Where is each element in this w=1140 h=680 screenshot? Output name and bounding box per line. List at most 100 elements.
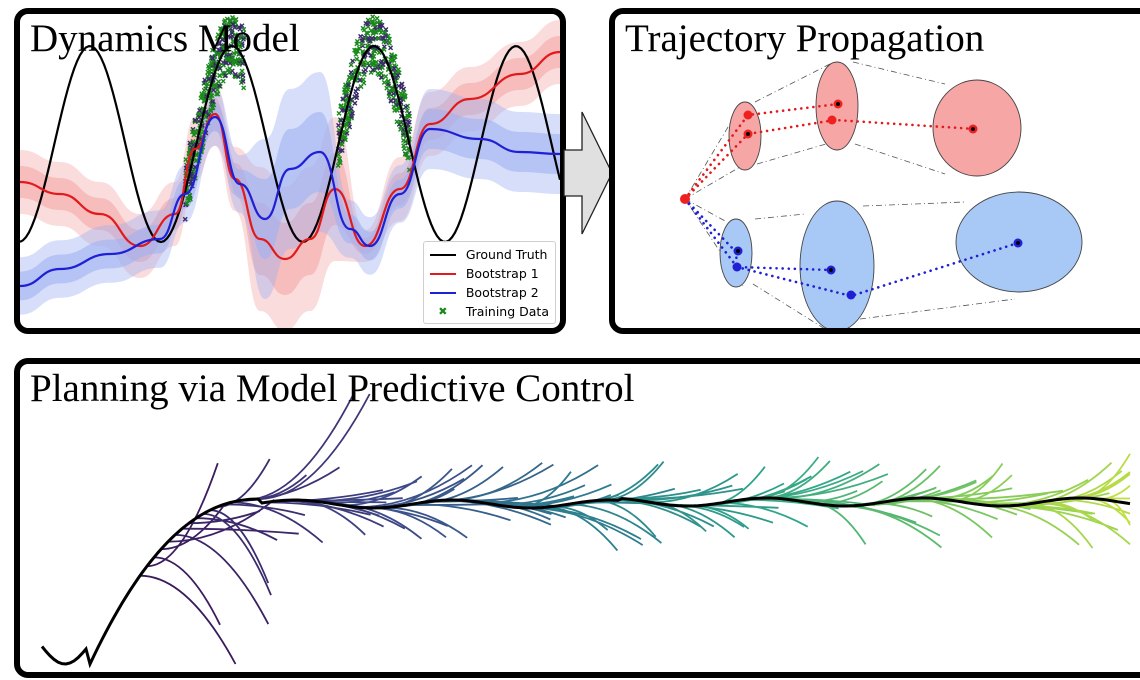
training-data-marker: [219, 31, 225, 37]
training-data-marker: [232, 32, 238, 38]
training-data-marker: [217, 72, 223, 78]
mpc-rollout-branches: [139, 393, 1131, 665]
training-data-marker: [205, 69, 211, 75]
training-data-marker: [210, 56, 216, 62]
envelope-lines: [684, 61, 1016, 328]
training-data-marker: [387, 40, 393, 46]
training-data-marker: [241, 85, 247, 91]
blue-particles: [732, 238, 1023, 300]
mpc-rollout-branch: [153, 556, 221, 626]
planning-mpc-panel: Planning via Model Predictive Control: [14, 358, 1140, 678]
training-data-marker: [196, 114, 202, 120]
training-data-marker: [386, 94, 392, 100]
training-data-marker: [377, 23, 383, 28]
training-data-marker: [216, 79, 222, 85]
training-data-marker: [345, 82, 351, 88]
training-data-marker: [404, 108, 410, 114]
mpc-rollout-branch: [412, 503, 511, 522]
training-data-marker: [378, 70, 384, 76]
training-data-marker: [360, 37, 366, 43]
training-data-marker: [223, 24, 229, 30]
legend-label-bootstrap-2: Bootstrap 2: [465, 285, 539, 300]
training-data-marker: [347, 75, 353, 81]
blue-uncertainty-ellipse-2: [799, 200, 875, 328]
training-data-marker: [230, 55, 236, 61]
planning-mpc-title: Planning via Model Predictive Control: [30, 367, 635, 410]
training-data-marker: [373, 59, 379, 65]
mpc-rollout-branch: [265, 501, 371, 516]
training-data-marker: [391, 57, 397, 63]
training-data-marker: [384, 85, 390, 91]
training-data-marker: [359, 41, 365, 47]
legend-item-training-data: ✖ Training Data: [430, 302, 549, 321]
training-data-marker: [225, 55, 231, 61]
training-data-marker: [365, 35, 371, 41]
training-data-marker: [353, 51, 359, 57]
training-data-marker: [370, 14, 376, 20]
bootstrap-2-inner-band: [20, 102, 560, 301]
training-data-marker: [358, 33, 364, 39]
bootstrap-1-curve: [20, 50, 560, 261]
training-data-marker: [398, 90, 404, 96]
start-state-point: [680, 194, 690, 204]
training-data-marker: [350, 58, 356, 64]
mpc-rollout-branch: [825, 504, 941, 537]
training-data-marker: [182, 216, 188, 222]
training-data-marker: [381, 36, 387, 42]
training-data-marker: [201, 87, 207, 93]
training-data-marker: [189, 129, 195, 135]
training-data-marker: [199, 91, 205, 97]
training-data-marker: [212, 84, 218, 90]
training-data-marker: [383, 73, 389, 79]
training-data-marker: [361, 69, 367, 75]
training-data-marker: [405, 155, 411, 161]
training-data-marker: [406, 119, 412, 125]
training-data-marker: [361, 80, 367, 86]
dynamics-model-panel: Dynamics Model Ground Truth Bootstrap 1 …: [14, 8, 566, 334]
mpc-rollout-branch: [1028, 502, 1094, 549]
mpc-rollout-branch: [839, 505, 942, 549]
training-data-marker: [240, 36, 246, 42]
training-data-marker: [335, 162, 341, 168]
training-data-marker: [370, 22, 376, 28]
mpc-rollout-branch: [566, 503, 662, 544]
training-data-marker: [229, 30, 235, 36]
training-data-marker: [396, 83, 402, 89]
legend-swatch-ground-truth: [429, 253, 456, 256]
training-data-marker: [389, 52, 395, 58]
training-data-marker: [240, 30, 246, 36]
training-data-marker: [370, 30, 376, 36]
training-data-marker: [391, 53, 397, 59]
training-data-marker: [394, 119, 400, 125]
training-data-marker: [239, 23, 245, 29]
training-data-marker: [375, 35, 381, 41]
training-data-marker: [391, 65, 397, 71]
training-data-marker: [203, 114, 209, 120]
training-data-marker: [380, 62, 386, 68]
mpc-rollout-branch: [811, 502, 867, 545]
training-data-marker: [186, 197, 192, 203]
training-data-marker: [228, 34, 234, 40]
training-data-marker: [208, 108, 214, 114]
training-data-marker: [344, 93, 350, 99]
training-data-marker: [395, 73, 401, 79]
training-data-marker: [344, 122, 350, 128]
mpc-rollout-branch: [174, 534, 270, 625]
training-data-marker: [211, 87, 217, 93]
training-data-marker: [349, 113, 355, 119]
training-data-marker: [369, 18, 375, 24]
training-data-marker: [237, 26, 243, 32]
mpc-rollout-branch: [650, 473, 739, 504]
training-data-marker: [388, 98, 394, 104]
training-data-marker: [240, 72, 246, 78]
training-data-marker: [383, 26, 389, 32]
training-data-marker: [348, 62, 354, 68]
bootstrap-2-curve: [20, 115, 560, 288]
training-data-marker: [402, 94, 408, 100]
legend-label-training-data: Training Data: [465, 304, 549, 319]
training-data-marker: [228, 57, 234, 63]
mpc-executed-trajectory: [40, 496, 1131, 669]
training-data-marker: [200, 94, 206, 100]
training-data-marker: [232, 25, 238, 31]
training-data-marker: [192, 117, 198, 123]
